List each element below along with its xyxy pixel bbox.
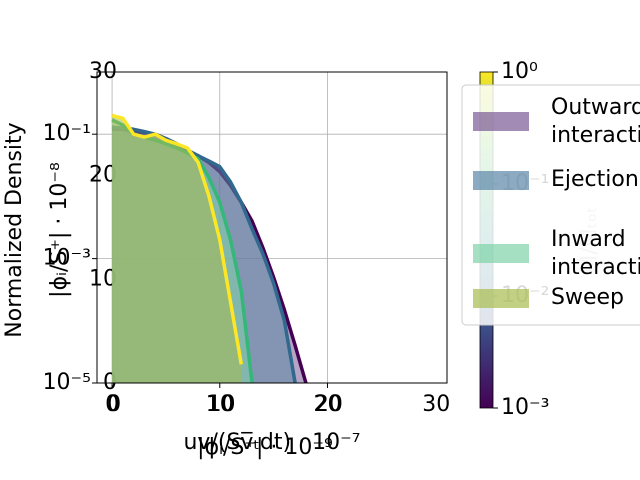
legend-label: Inwardinteraction [551,227,640,280]
colorbar-tick-label: 10⁻³ [501,395,549,420]
line [111,125,297,384]
x2-tick-label: 10 [208,392,236,417]
x-tick-label: 10 [206,392,234,417]
plot-frame [96,71,448,384]
y-tick-label: 10⁻⁵ [43,370,91,395]
x2-tick-label: 30 [422,392,450,417]
y-tick-label: 10⁻³ [43,246,91,271]
colorbar-tick-label: 10⁰ [501,59,538,84]
legend-label: Outwardinteraction [551,95,640,148]
y-axis-label: Normalized Density [2,122,27,337]
y2-axis-label: |ϕᵢ/S⁺| · 10⁻⁸ [47,162,72,298]
x-axis-label: uv/(Sv̅ₜdt) · 10⁻⁷ [183,430,360,455]
x-tick-label: 0 [105,392,119,417]
x2-tick-label: 20 [315,392,343,417]
legend-swatch [473,244,529,263]
legend-label: Sweep [551,285,624,310]
x2-tick-label: 0 [107,392,121,417]
legend-swatch [473,171,529,190]
legend-swatch [473,112,529,131]
legend: Outwardinteraction Ejection Inwardinteract… [461,84,640,326]
legend-swatch [473,289,529,308]
x-tick-label: 20 [313,392,341,417]
area [112,115,242,383]
x2-axis-label: |ϕᵢ/S⁺| · 10⁻⁹ [197,435,333,460]
legend-label: Ejection [551,167,639,192]
y-tick-label: 10⁻¹ [43,121,91,146]
line [111,113,244,365]
legend-frame [461,84,640,326]
